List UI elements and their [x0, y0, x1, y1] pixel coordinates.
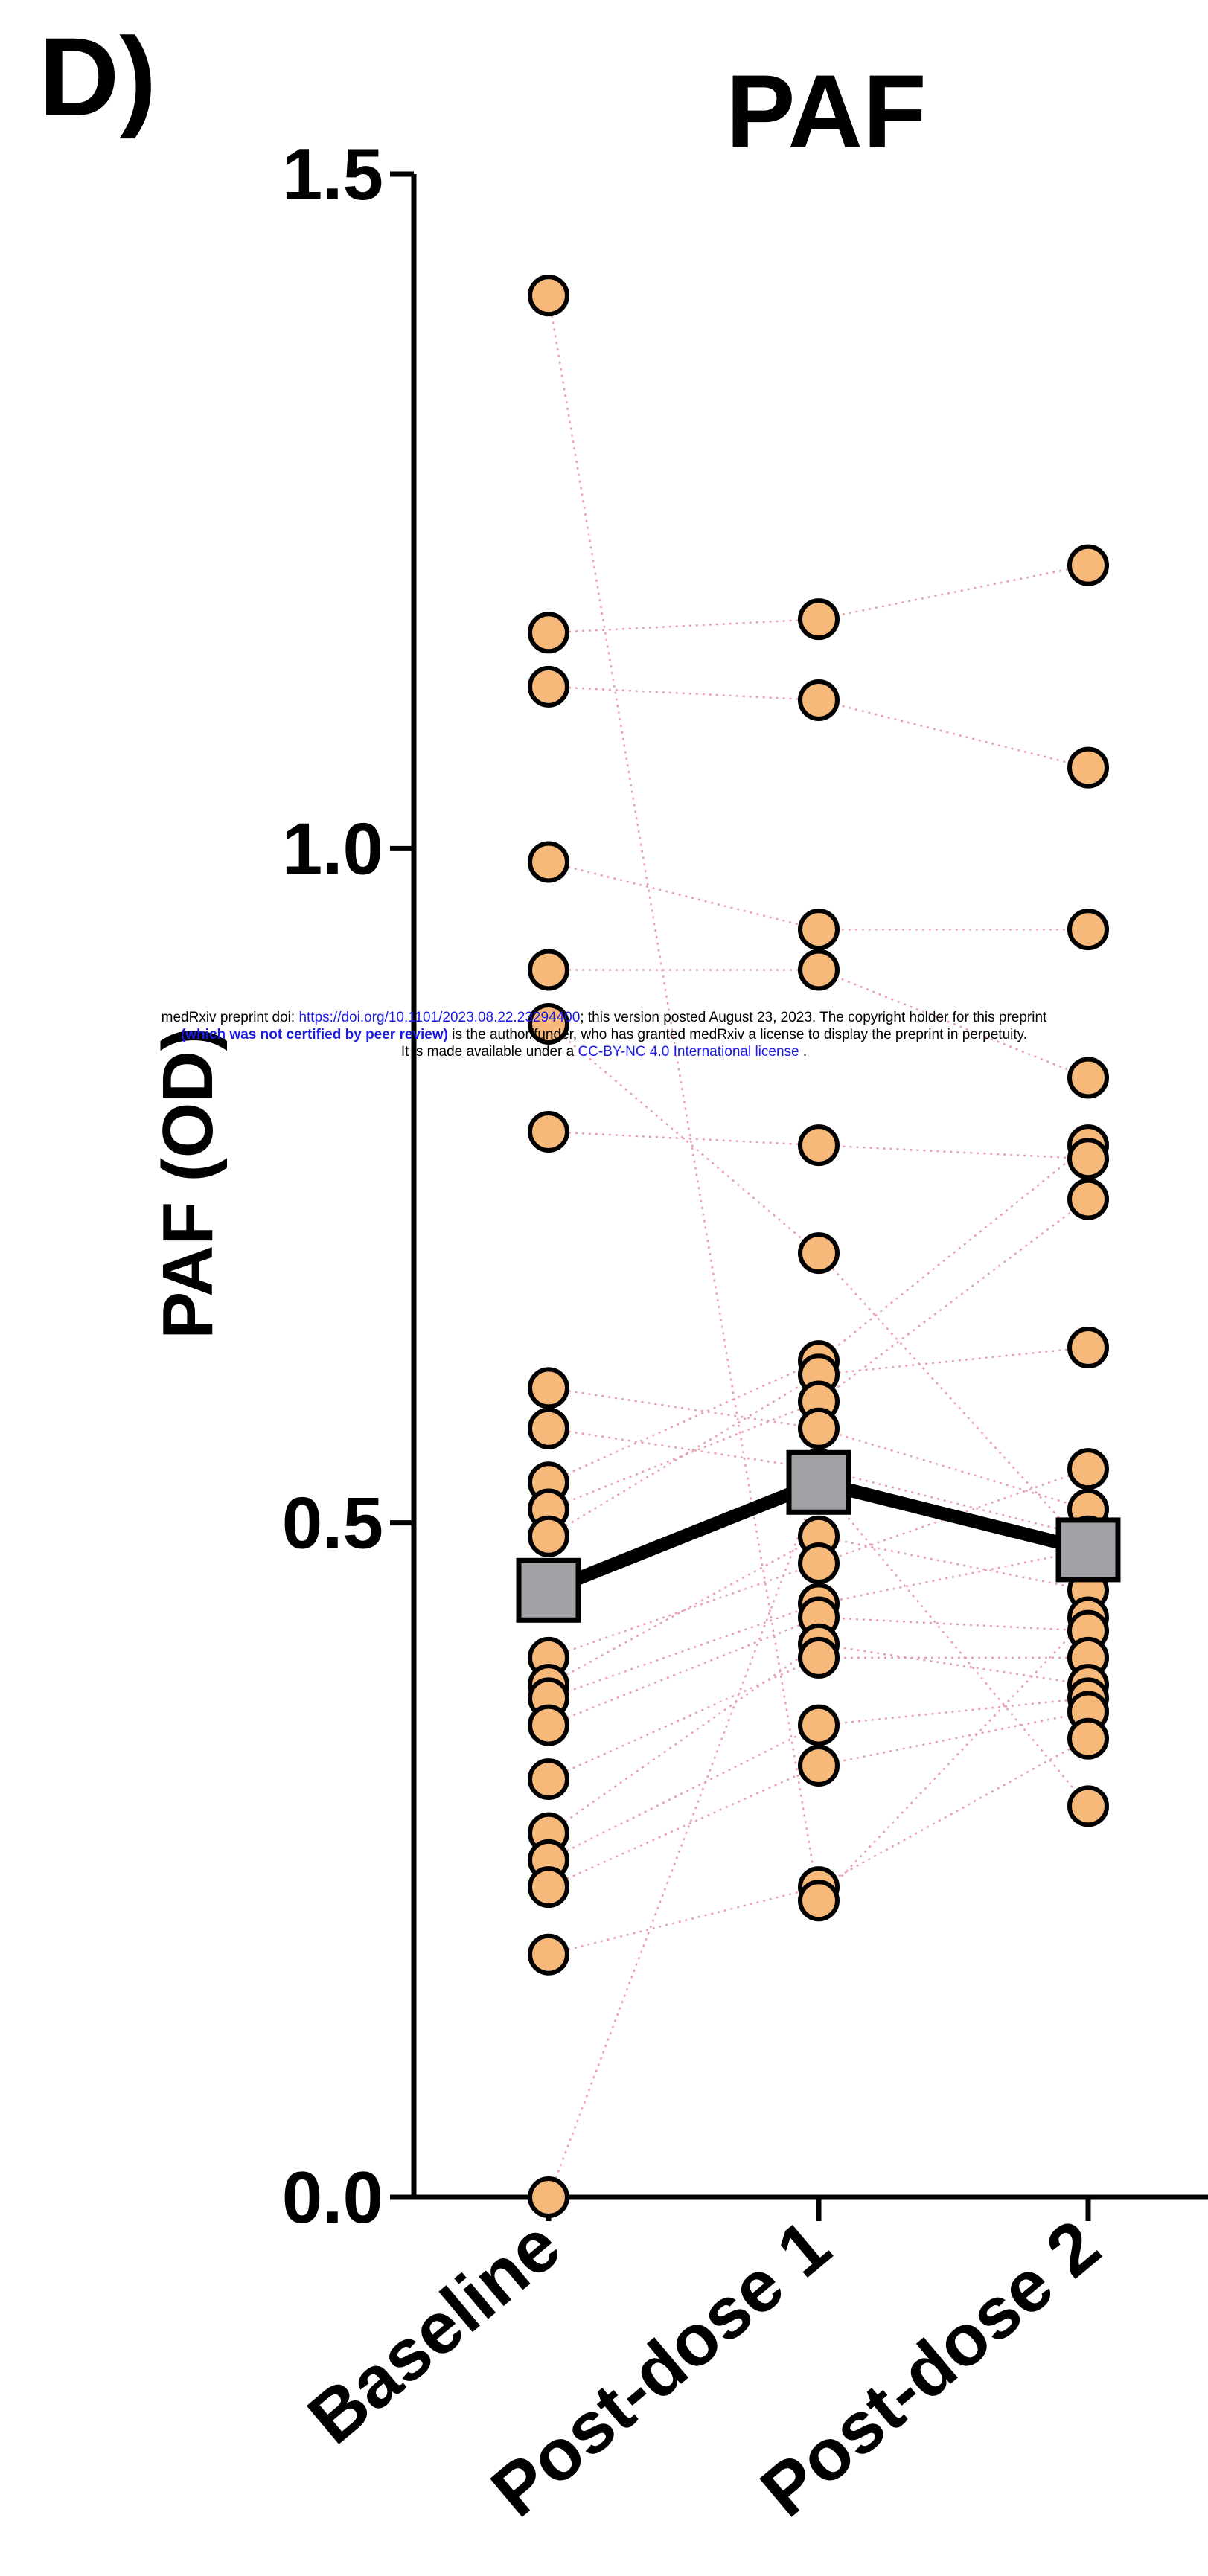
y-tick-label: 1.5	[282, 133, 383, 215]
subject-point	[1067, 1138, 1109, 1180]
mean-marker	[786, 1449, 851, 1515]
preprint-line-1: medRxiv preprint doi: https://doi.org/10…	[0, 1009, 1208, 1026]
subject-point	[1067, 1717, 1109, 1760]
subject-point	[798, 1542, 840, 1585]
subject-point	[528, 1758, 569, 1801]
y-tick-label: 0.5	[282, 1482, 383, 1564]
subject-point	[798, 1124, 840, 1167]
subject-point	[1067, 746, 1109, 789]
peer-review-notice: (which was not certified by peer review)	[180, 1027, 448, 1042]
subject-point	[528, 612, 569, 654]
subject-point	[528, 841, 569, 883]
subject-point	[528, 1515, 569, 1557]
subject-point	[798, 1704, 840, 1746]
preprint-doi-prefix: medRxiv preprint doi:	[161, 1010, 299, 1025]
preprint-posted-text: ; this version posted August 23, 2023. T…	[580, 1010, 1047, 1025]
y-tick-label: 1.0	[282, 807, 383, 889]
y-axis-label: PAF (OD)	[148, 1027, 228, 1339]
subject-point	[528, 949, 569, 991]
subject-point	[798, 679, 840, 721]
preprint-line-3: It is made available under a CC-BY-NC 4.…	[0, 1043, 1208, 1060]
y-ticks: 0.0 0.5 1.0 1.5	[282, 133, 414, 2238]
chart-title: PAF	[726, 53, 927, 170]
subject-point	[528, 1866, 569, 1909]
preprint-doi-link[interactable]: https://doi.org/10.1101/2023.08.22.23294…	[298, 1010, 581, 1025]
subject-point	[798, 1880, 840, 1922]
subject-point	[1067, 544, 1109, 586]
subject-connector	[548, 1737, 1089, 1955]
y-tick-label: 0.0	[282, 2156, 383, 2238]
mean-series	[516, 1449, 1121, 1623]
subject-point	[528, 1933, 569, 1976]
subject-point	[1067, 1448, 1109, 1490]
subject-connector	[548, 1548, 1089, 1699]
subject-point	[528, 1704, 569, 1746]
subject-point	[528, 1002, 569, 1045]
license-prefix: It is made available under a	[400, 1044, 578, 1060]
subject-point	[1067, 1785, 1109, 1827]
subject-point	[1067, 1327, 1109, 1369]
subject-point	[798, 949, 840, 991]
subject-points	[528, 275, 1109, 2218]
subject-point	[528, 2176, 569, 2218]
subject-point	[798, 598, 840, 641]
subject-point	[1067, 1057, 1109, 1099]
license-suffix: .	[799, 1044, 808, 1060]
subject-connector	[548, 1130, 1089, 1160]
mean-marker	[1055, 1517, 1121, 1583]
license-grant-text: is the author/funder, who has granted me…	[447, 1027, 1028, 1042]
subject-point	[528, 1367, 569, 1409]
subject-point	[798, 1744, 840, 1787]
mean-marker	[516, 1557, 581, 1623]
subject-connector	[548, 685, 1089, 769]
preprint-line-2: (which was not certified by peer review)…	[0, 1026, 1208, 1043]
subject-point	[798, 1407, 840, 1449]
subject-point	[528, 275, 569, 317]
subject-point	[798, 1636, 840, 1679]
subject-point	[528, 1407, 569, 1449]
subject-point	[528, 1110, 569, 1153]
panel-label: D)	[39, 14, 157, 139]
subject-point	[528, 665, 569, 708]
license-link[interactable]: CC-BY-NC 4.0 International license	[578, 1044, 799, 1060]
subject-connector	[548, 1468, 1089, 1659]
subject-point	[1067, 1178, 1109, 1220]
preprint-notice: medRxiv preprint doi: https://doi.org/10…	[0, 1009, 1208, 1060]
subject-point	[1067, 909, 1109, 951]
subject-point	[798, 909, 840, 951]
subject-point	[798, 1232, 840, 1275]
subject-connector	[548, 1616, 1089, 1726]
